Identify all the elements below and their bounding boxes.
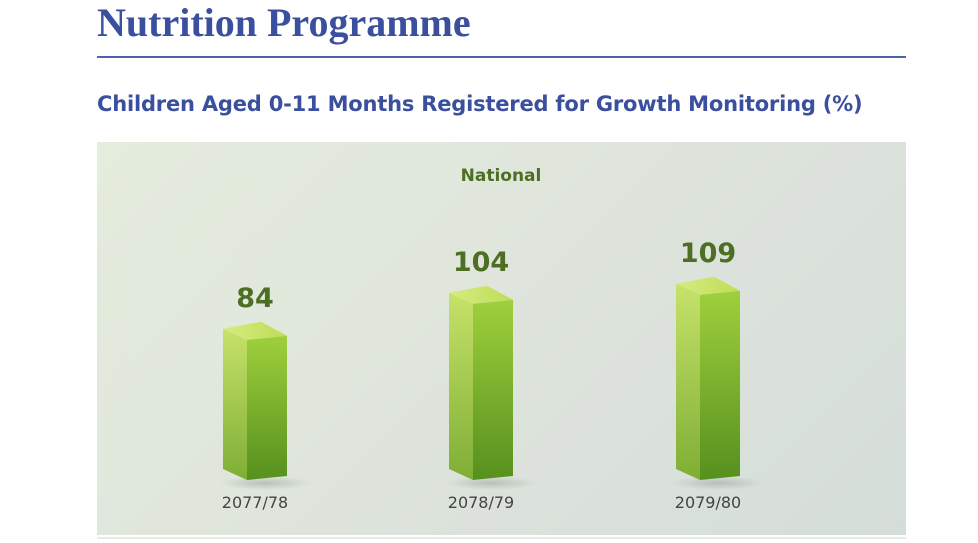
bar-1: 84 2077/78 bbox=[219, 283, 311, 512]
bottom-divider bbox=[97, 537, 906, 539]
bar-3: 109 2079/80 bbox=[672, 238, 764, 512]
bar-side-face bbox=[676, 283, 700, 480]
x-tick-label: 2079/80 bbox=[675, 493, 741, 512]
legend-series-label: National bbox=[461, 166, 542, 186]
bar-top-face bbox=[223, 321, 287, 340]
bar-top-face bbox=[676, 276, 740, 295]
bar-shadow bbox=[672, 476, 764, 490]
bar-front-face bbox=[473, 299, 513, 480]
bar-value-label: 104 bbox=[453, 247, 509, 278]
bar-top-face bbox=[449, 285, 513, 304]
bar-value-label: 109 bbox=[680, 238, 736, 269]
bar-shadow bbox=[219, 476, 311, 490]
bar-value-label: 84 bbox=[236, 283, 274, 314]
chart-title: Children Aged 0-11 Months Registered for… bbox=[97, 92, 863, 116]
page-title: Nutrition Programme bbox=[97, 0, 471, 45]
bar-front-face bbox=[247, 335, 287, 480]
bar-shadow bbox=[445, 476, 537, 490]
bar-front-face bbox=[700, 290, 740, 480]
bar-2: 104 2078/79 bbox=[445, 247, 537, 512]
bar-side-face bbox=[449, 292, 473, 480]
bar-side-face bbox=[223, 328, 247, 480]
title-divider bbox=[97, 56, 906, 58]
x-tick-label: 2078/79 bbox=[448, 493, 514, 512]
x-tick-label: 2077/78 bbox=[222, 493, 288, 512]
